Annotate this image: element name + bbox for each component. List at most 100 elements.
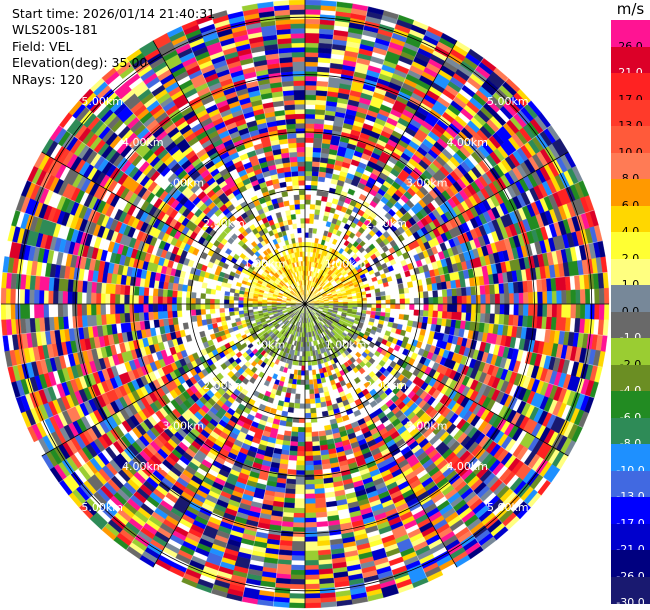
ray-gap [304, 6, 369, 305]
range-ring-label: 3.00km [406, 176, 448, 189]
ray-gap [181, 26, 306, 305]
range-ring-labels: 1.00km 1.00km 1.00km 1.00km 2.00km 2.00km 2.00… [81, 95, 528, 514]
colorbar-bin [611, 99, 650, 127]
ppi-plot: 1.00km 1.00km 1.00km 1.00km 2.00km 2.00km 2.00… [0, 0, 610, 609]
colorbar-bin [611, 470, 650, 498]
colorbar-bin [611, 391, 650, 419]
ray-gap [304, 1, 338, 305]
colorbar-bin [611, 338, 650, 366]
colorbar-bin [611, 285, 650, 313]
ray-gap [58, 125, 306, 305]
range-ring-label: 2.00km [203, 217, 245, 230]
site-label: WLS200s-181 [12, 22, 98, 38]
azimuth-line [41, 303, 306, 457]
range-ring-label: 4.00km [122, 460, 164, 473]
colorbar-bin [611, 20, 650, 48]
ray-gap [126, 303, 306, 551]
range-ring-label: 5.00km [487, 95, 529, 108]
range-ring-label: 1.00km [244, 257, 286, 270]
ray-gap [304, 303, 429, 582]
ray-gap [78, 100, 306, 305]
azimuth-line [152, 40, 306, 305]
ray-gap [304, 303, 608, 337]
ray-gap [241, 303, 306, 602]
range-ring-label: 1.00km [325, 257, 367, 270]
elevation-label: Elevation(deg): 35.00 [12, 55, 148, 71]
ray-gap [304, 209, 595, 305]
ray-gap [7, 303, 306, 368]
azimuth-line [41, 151, 306, 305]
nrays-label: NRays: 120 [12, 71, 84, 87]
range-ring-label: 4.00km [446, 460, 488, 473]
ray-gap [181, 303, 306, 582]
range-grid [1, 0, 609, 608]
ray-gap [304, 240, 603, 305]
ray-gap [304, 303, 484, 551]
ray-gap [304, 26, 429, 305]
azimuth-line [304, 151, 569, 305]
ray-gap [304, 303, 552, 483]
ray-gap [7, 240, 306, 305]
colorbar-bin [611, 46, 650, 74]
range-ring-label: 3.00km [163, 176, 205, 189]
colorbar-bin [611, 523, 650, 551]
range-ring-label: 3.00km [406, 420, 448, 433]
colorbar-bin [611, 576, 650, 604]
ray-gap [101, 77, 306, 305]
ray-gap [27, 180, 306, 305]
ray-gap [304, 100, 532, 305]
range-ring-label: 2.00km [365, 379, 407, 392]
ray-gap [304, 303, 603, 368]
colorbar-tick-label: -30.0 [616, 596, 645, 609]
range-ring-label: 3.00km [163, 420, 205, 433]
ray-gap [210, 14, 306, 305]
ray-gap [304, 271, 608, 305]
range-ring-label: 2.00km [203, 379, 245, 392]
ray-gap [272, 303, 306, 607]
range-ring-label: 5.00km [487, 501, 529, 514]
colorbar-bin [611, 311, 650, 339]
colorbar-unit: m/s [616, 0, 645, 18]
colorbar-bin [611, 364, 650, 392]
ray-gap [15, 303, 306, 399]
ray-gap [304, 14, 400, 305]
colorbar-bin [611, 444, 650, 472]
azimuth-line [304, 303, 569, 457]
azimuth-line [304, 303, 458, 568]
ray-gap [304, 125, 552, 305]
ray-gap [304, 57, 484, 305]
range-ring-label: 4.00km [446, 136, 488, 149]
ray-gap [304, 303, 369, 602]
azimuth-line [304, 40, 458, 305]
ray-gap [304, 303, 532, 508]
ray-gap [241, 6, 306, 305]
ray-gap [126, 57, 306, 305]
range-ring-label: 1.00km [244, 339, 286, 352]
ray-gap [15, 209, 306, 305]
ray-gap [304, 303, 595, 399]
range-ring-label: 2.00km [365, 217, 407, 230]
ray-gap [304, 303, 509, 531]
colorbar-bin [611, 73, 650, 101]
colorbar-bin [611, 417, 650, 445]
range-ring-label: 4.00km [122, 136, 164, 149]
ray-gap [304, 303, 583, 428]
ray-gap [210, 303, 306, 594]
ray-gap [304, 303, 400, 594]
range-ring-label: 5.00km [81, 501, 123, 514]
ray-gap [304, 303, 338, 607]
field-label: Field: VEL [12, 38, 73, 54]
colorbar-bin [611, 179, 650, 207]
colorbar-bin [611, 205, 650, 233]
colorbar-bin [611, 152, 650, 180]
ray-gap [304, 77, 509, 305]
ray-gap [304, 180, 583, 305]
ray-gap [78, 303, 306, 508]
ray-gap [27, 303, 306, 428]
ray-gap [272, 1, 306, 305]
ray-gap [2, 271, 306, 305]
ray-gap [58, 303, 306, 483]
start-time-label: Start time: 2026/01/14 21:40:31 [12, 6, 216, 21]
azimuth-line [152, 303, 306, 568]
range-ring-label: 1.00km [325, 339, 367, 352]
